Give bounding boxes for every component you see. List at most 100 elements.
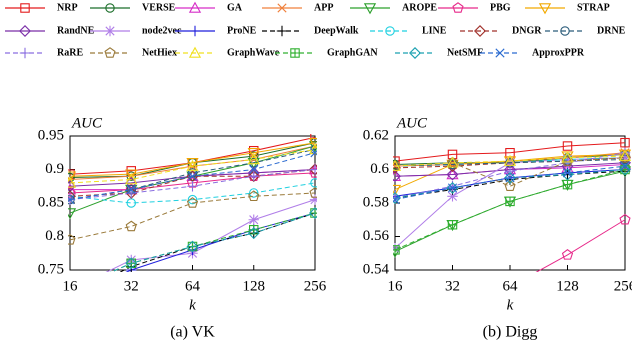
marker [505,173,515,183]
caption: (a) VK [170,324,215,341]
marker [309,164,317,175]
marker [385,26,395,36]
legend-marker [277,3,287,13]
legend-label: NetHiex [142,47,177,58]
marker [248,171,259,182]
marker [538,3,552,15]
marker [308,137,317,150]
series-line [394,142,626,162]
marker [561,151,574,163]
y-tick-label: 0.58 [363,194,389,210]
legend-label: GraphGAN [327,47,378,58]
marker [561,249,574,260]
series-line [394,157,626,187]
marker [68,176,77,188]
marker [504,180,516,192]
legend-label: RandNE [57,25,95,36]
series-line [394,155,626,167]
marker [452,2,464,13]
marker [308,141,317,153]
marker [619,213,631,225]
y-axis-label: AUC [396,115,428,131]
legend-marker [385,26,395,36]
legend-label: DNGR [512,25,542,36]
marker [20,3,30,13]
legend-label: DRNE [597,25,626,36]
legend-marker [104,47,116,58]
marker [562,179,573,190]
legend-marker [188,46,202,58]
legend-label: ApproxPPR [532,47,585,58]
y-tick-label: 0.62 [363,127,389,143]
x-tick-label: 256 [614,278,632,294]
marker [186,240,199,253]
series-line [69,148,316,184]
marker [474,25,486,37]
marker [309,194,317,205]
marker [308,143,317,155]
marker [186,197,199,208]
marker [309,187,317,198]
marker [363,3,377,15]
marker [393,184,402,196]
y-axis-label: AUC [71,115,103,131]
x-axis-label: k [507,297,514,313]
legend-label: NRP [57,2,78,13]
marker [68,233,76,245]
marker [248,214,259,225]
legend-label: APP [314,2,333,13]
marker [310,148,317,158]
marker [620,137,630,148]
legend-label: GA [227,2,243,13]
legend-label: RaRE [57,47,83,58]
x-tick-label: 128 [243,278,266,294]
marker [446,156,459,168]
marker [276,25,288,37]
legend-label: VERSE [142,2,176,13]
legend-marker [409,47,421,59]
marker [505,196,515,207]
marker [309,207,317,220]
x-tick-label: 128 [556,278,579,294]
legend-marker [495,48,505,58]
legend-label: STRAP [577,2,610,13]
legend-marker [19,25,31,37]
marker [409,47,421,59]
marker [247,227,260,240]
marker [447,191,458,202]
marker [247,153,260,165]
legend-marker [452,2,464,13]
marker [446,181,459,194]
legend-marker [105,3,115,13]
marker [247,148,260,160]
x-tick-label: 16 [63,278,79,294]
legend-marker [474,25,486,37]
marker [68,208,77,220]
marker [189,25,201,37]
marker [619,163,631,176]
y-tick-label: 0.54 [363,261,390,277]
marker [187,168,198,178]
marker [504,165,516,177]
series-line [69,182,316,204]
x-tick-label: 256 [304,278,327,294]
marker [620,161,630,171]
marker [125,173,138,185]
marker [503,154,517,166]
x-tick-label: 16 [388,278,404,294]
legend-label: GraphWave [227,47,280,58]
marker [249,151,259,161]
x-axis-label: k [189,297,196,313]
y-tick-label: 0.6 [370,161,389,177]
marker [125,169,138,181]
y-tick-label: 0.8 [45,228,64,244]
plot-area [393,137,632,272]
marker [619,151,631,163]
marker [562,168,573,178]
marker [249,164,259,175]
y-tick-label: 0.56 [363,228,390,244]
marker [393,170,401,183]
series-line [394,152,626,199]
caption: (b) Digg [483,324,538,341]
